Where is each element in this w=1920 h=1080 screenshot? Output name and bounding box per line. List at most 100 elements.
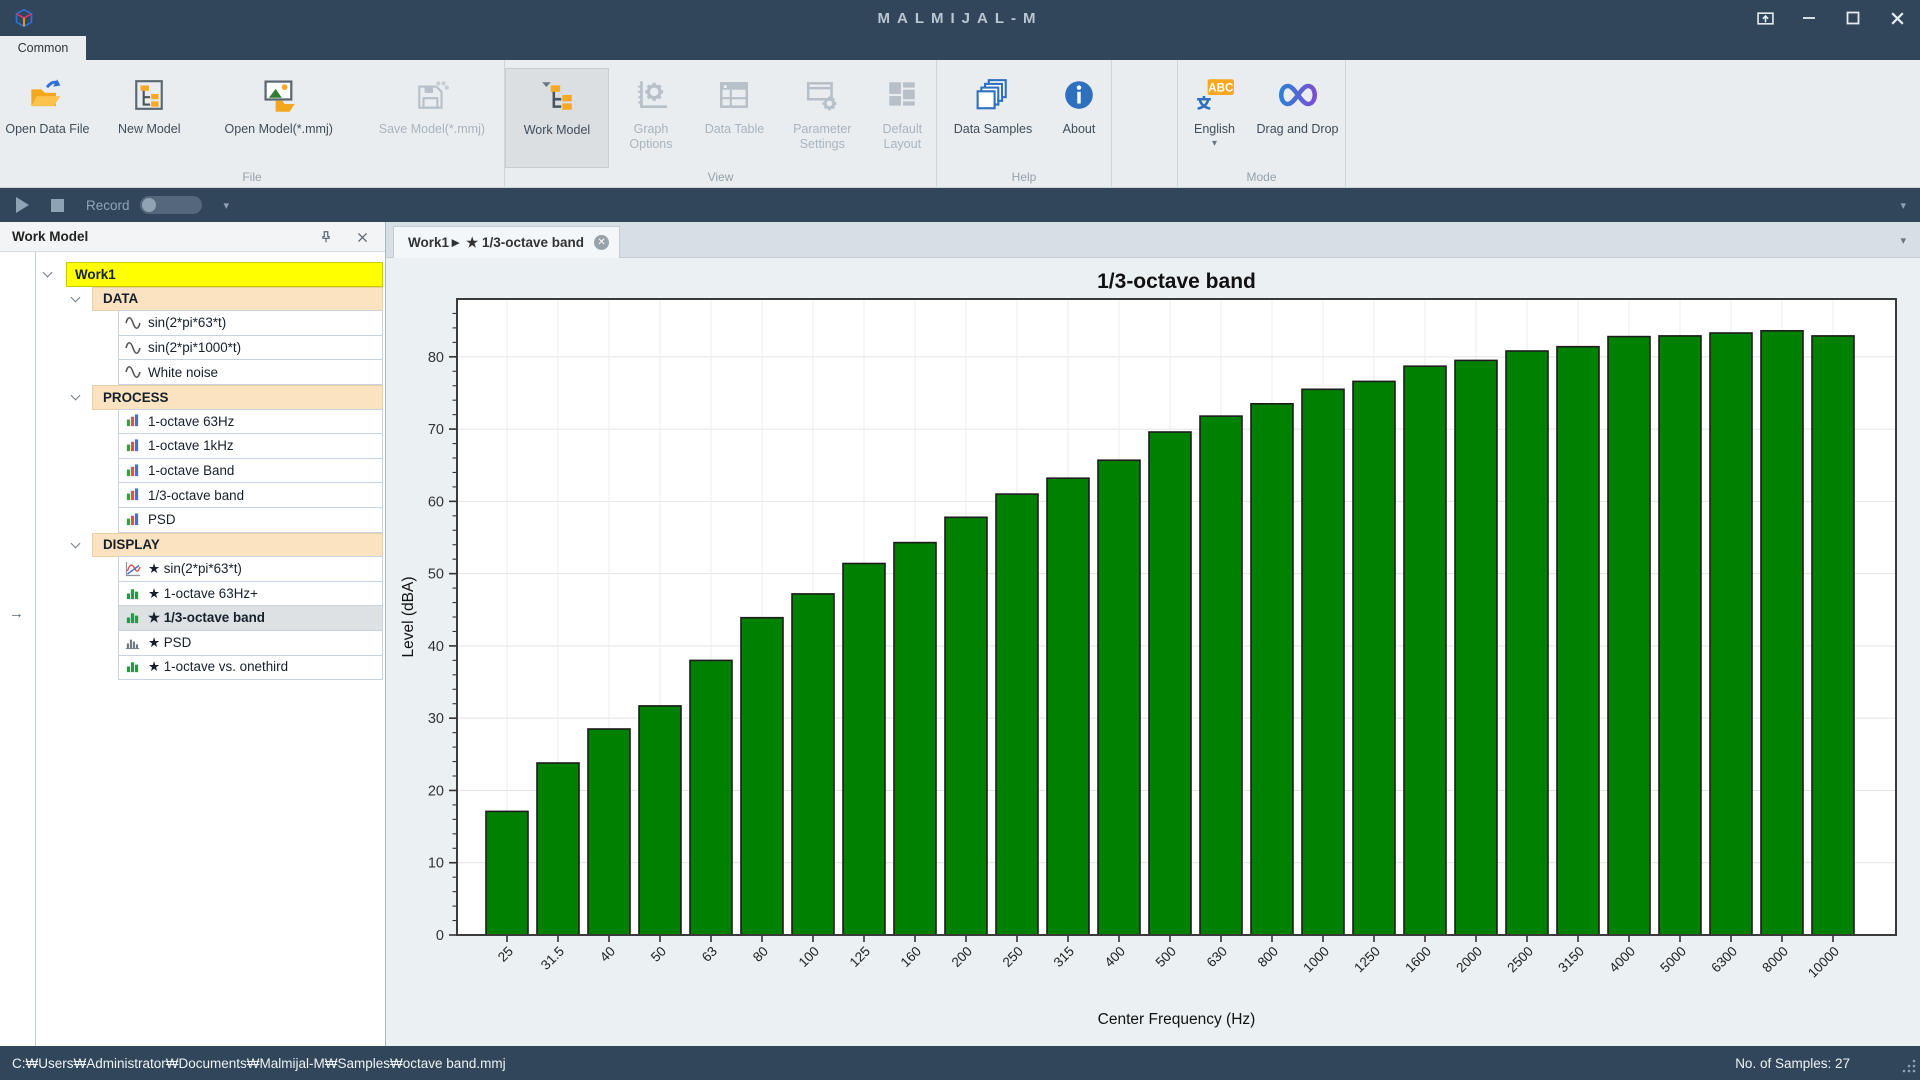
svg-text:315: 315 [1051,944,1078,971]
record-label: Record [86,197,130,213]
data-samples-button[interactable]: Data Samples [940,68,1046,168]
tree-section-header[interactable]: DISPLAY [92,532,383,558]
open-data-file-button[interactable]: Open Data File [0,68,95,168]
tree-row: sin(2*pi*63*t) [0,310,385,336]
bar [1301,388,1345,936]
svg-text:400: 400 [1102,944,1129,971]
x-axis-label: Center Frequency (Hz) [1098,1011,1256,1028]
tree-row: 1-octave 1kHz [0,433,385,459]
tree-section-header[interactable]: PROCESS [92,384,383,410]
tree-item[interactable]: 1/3-octave band [118,482,383,508]
tree-item-label: ★ 1-octave 63Hz+ [148,585,258,601]
bar [1811,335,1855,936]
tree-item-label: 1/3-octave band [148,487,245,503]
tree-item[interactable]: White noise [118,359,383,385]
bars-color-icon [125,512,141,528]
tree-row: sin(2*pi*1000*t) [0,334,385,361]
bars-gray-icon [125,635,141,651]
svg-text:63: 63 [699,944,720,965]
work-model-button[interactable]: Work Model [505,68,609,168]
pin-to-top-icon[interactable] [1756,9,1774,27]
new-model-icon [132,72,166,118]
sine-icon [125,364,141,380]
ribbon-group-mode: ABC English ▾ Drag and Drop Mode [1178,60,1346,187]
tree-item-label: ★ PSD [148,634,192,650]
tree-item[interactable]: ★ 1-octave vs. onethird [118,654,383,681]
tree-item[interactable]: 1-octave 1kHz [118,433,383,459]
tree-item[interactable]: ★ PSD [118,629,383,656]
chevron-down-icon[interactable] [70,538,81,548]
about-button[interactable]: About [1050,68,1108,168]
tree-item[interactable]: sin(2*pi*63*t) [118,310,383,336]
record-toggle[interactable] [139,196,202,214]
tab-close-icon[interactable]: ✕ [594,235,610,250]
chevron-down-icon[interactable] [70,390,81,401]
stop-button[interactable] [51,198,64,212]
tab-common[interactable]: Common [0,36,86,60]
svg-text:40: 40 [428,639,444,655]
tree-item[interactable]: PSD [118,506,383,533]
play-button[interactable] [16,197,29,213]
tree-section-header[interactable]: DATA [92,286,383,312]
bar [1250,403,1294,936]
data-table-button[interactable]: Data Table [693,68,776,168]
tree-root-item[interactable]: Work1 [66,262,383,287]
bar [1709,332,1753,936]
record-dropdown-caret-icon[interactable]: ▾ [223,199,230,212]
chart-pane: 0 10 20 30 40 50 60 70 80 25 31.5 40 50 63 80 100 125 160… [386,258,1920,1046]
chevron-down-icon[interactable] [70,292,81,303]
svg-text:50: 50 [648,944,669,965]
bar [842,562,886,936]
parameter-settings-button[interactable]: Parameter Settings [780,68,865,168]
ribbon: Open Data File New Model Open Model(*.mm… [0,60,1920,188]
new-model-button[interactable]: New Model [101,68,198,168]
default-layout-button[interactable]: Default Layout [869,68,936,168]
record-toolbar-overflow-caret-icon[interactable]: ▾ [1900,199,1906,212]
resize-grip-icon[interactable] [1902,1059,1916,1076]
pin-panel-icon[interactable] [317,228,335,246]
tree-item[interactable]: ★ sin(2*pi*63*t) [118,556,383,582]
bar [893,541,937,936]
titlebar: MALMIJAL-M [0,0,1920,36]
tree-item-label: 1-octave 1kHz [148,438,234,454]
svg-text:70: 70 [428,422,444,438]
bar [536,762,580,936]
tree-item[interactable]: ★ 1/3-octave band [118,605,383,631]
ribbon-group-label-file: File [242,170,262,184]
tree-item-label: 1-octave Band [148,463,235,479]
tree-row: 1-octave Band [0,457,385,484]
drag-and-drop-button[interactable]: Drag and Drop [1254,68,1342,168]
selected-row-arrow-icon: → [9,605,24,622]
save-model-button[interactable]: Save Model(*.mmj) [360,68,504,168]
svg-text:30: 30 [428,711,444,727]
bar [995,493,1039,936]
minimize-button[interactable] [1800,9,1818,27]
close-button[interactable] [1888,9,1906,27]
tree-item[interactable]: ★ 1-octave 63Hz+ [118,580,383,607]
bar [638,705,682,936]
open-model-button[interactable]: Open Model(*.mmj) [204,68,354,168]
document-tab[interactable]: Work1► ★ 1/3-octave band ✕ [393,226,621,258]
chevron-down-icon[interactable] [42,267,53,278]
svg-text:160: 160 [898,944,925,971]
maximize-button[interactable] [1844,9,1862,27]
svg-text:2500: 2500 [1504,944,1536,976]
status-file-path: C:₩Users₩Administrator₩Documents₩Malmija… [12,1055,506,1071]
svg-text:4000: 4000 [1606,944,1638,976]
tree-item[interactable]: 1-octave 63Hz [118,408,383,435]
tree-gutter [0,252,36,1046]
graph-options-button[interactable]: Graph Options [613,68,689,168]
tabbar-overflow-caret-icon[interactable]: ▾ [1900,235,1906,247]
open-model-icon [260,72,298,118]
svg-text:250: 250 [1000,944,1027,971]
close-panel-icon[interactable] [353,228,371,246]
english-button[interactable]: ABC English ▾ [1182,68,1248,168]
tree-row: ★ 1-octave vs. onethird [0,654,385,681]
bar [1505,350,1549,936]
bar [587,728,631,936]
bar [1760,330,1804,936]
bars-color-icon [125,438,141,454]
tree-item[interactable]: 1-octave Band [118,457,383,484]
tree-item[interactable]: sin(2*pi*1000*t) [118,334,383,361]
open-data-file-icon [28,72,66,118]
